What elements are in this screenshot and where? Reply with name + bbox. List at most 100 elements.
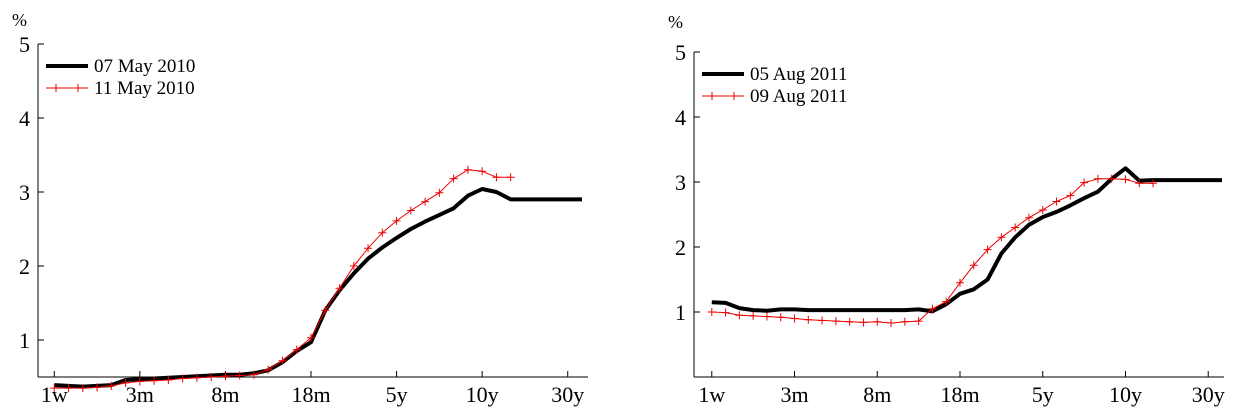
data-point [1011, 223, 1020, 232]
data-point [107, 381, 116, 390]
x-tick-label: 8m [863, 382, 891, 407]
y-axis-label: % [668, 12, 683, 32]
series-1 [54, 187, 582, 389]
data-point [804, 315, 813, 324]
y-tick-label: 3 [19, 180, 30, 205]
data-point [264, 365, 273, 374]
data-point [192, 373, 201, 382]
y-tick-label: 4 [19, 106, 30, 131]
data-point [506, 173, 515, 182]
data-point [859, 318, 868, 327]
data-point [900, 317, 909, 326]
data-point [164, 375, 173, 384]
data-point [1080, 178, 1089, 187]
data-point [1093, 174, 1102, 183]
x-tick-label: 5y [386, 382, 408, 407]
series-2 [50, 165, 515, 393]
data-point [790, 314, 799, 323]
data-point [818, 316, 827, 325]
legend-marker [708, 92, 716, 100]
data-point [1149, 179, 1158, 188]
data-point [997, 233, 1006, 242]
data-point [307, 333, 315, 342]
series-line [54, 187, 582, 389]
data-point [914, 317, 923, 326]
data-point [335, 284, 344, 293]
data-point [956, 278, 964, 287]
data-point [983, 245, 992, 254]
x-tick-label: 10y [1109, 382, 1142, 407]
data-point [449, 174, 458, 183]
data-point [1052, 197, 1061, 206]
data-point [463, 165, 472, 174]
data-point [249, 370, 258, 379]
data-point [887, 319, 896, 328]
y-tick-label: 4 [675, 105, 686, 130]
x-tick-label: 5y [1032, 382, 1054, 407]
legend-label: 07 May 2010 [94, 56, 195, 77]
x-tick-label: 8m [211, 382, 239, 407]
x-tick-label: 18m [940, 382, 979, 407]
y-tick-label: 5 [675, 40, 686, 65]
y-tick-label: 2 [19, 254, 30, 279]
data-point [406, 206, 415, 215]
series-1 [711, 166, 1222, 314]
y-tick-label: 2 [675, 235, 686, 260]
data-point [178, 374, 187, 383]
data-point [942, 297, 951, 306]
data-point [776, 313, 785, 322]
data-point [221, 372, 230, 381]
data-point [321, 306, 330, 315]
data-point [278, 356, 287, 365]
legend-label: 05 Aug 2011 [750, 64, 847, 85]
data-point [845, 317, 854, 326]
x-tick-label: 30y [551, 382, 584, 407]
data-point [64, 384, 73, 393]
data-point [78, 384, 87, 393]
y-axis-label: % [12, 10, 27, 30]
data-point [392, 216, 401, 225]
data-point [749, 311, 758, 320]
x-tick-label: 1w [698, 382, 725, 407]
y-tick-label: 1 [675, 300, 686, 325]
series-2 [707, 174, 1158, 328]
series-line [711, 166, 1222, 314]
x-tick-label: 10y [466, 382, 499, 407]
data-point [1121, 175, 1130, 184]
legend-marker [52, 84, 60, 92]
y-tick-label: 5 [19, 32, 30, 57]
legend-label: 09 Aug 2011 [750, 86, 847, 107]
series-line [54, 169, 511, 389]
legend-label: 11 May 2010 [94, 78, 195, 99]
data-point [831, 317, 840, 326]
x-tick-label: 3m [126, 382, 154, 407]
data-point [1066, 191, 1075, 200]
x-tick-label: 18m [291, 382, 330, 407]
data-point [349, 262, 358, 270]
data-point [873, 317, 882, 326]
data-point [707, 308, 716, 316]
data-point [421, 197, 430, 206]
x-tick-label: 30y [1192, 382, 1225, 407]
data-point [735, 311, 744, 320]
data-point [50, 384, 59, 393]
y-tick-label: 1 [19, 328, 30, 353]
data-point [121, 378, 130, 387]
legend-marker [74, 84, 82, 92]
data-point [762, 312, 771, 321]
data-point [1038, 205, 1047, 214]
data-point [378, 228, 387, 237]
data-point [150, 376, 159, 385]
data-point [478, 167, 487, 176]
data-point [292, 345, 301, 354]
data-point [721, 308, 730, 317]
data-point [1135, 179, 1144, 188]
data-point [207, 373, 216, 381]
legend-marker [730, 92, 738, 100]
data-point [364, 244, 373, 253]
